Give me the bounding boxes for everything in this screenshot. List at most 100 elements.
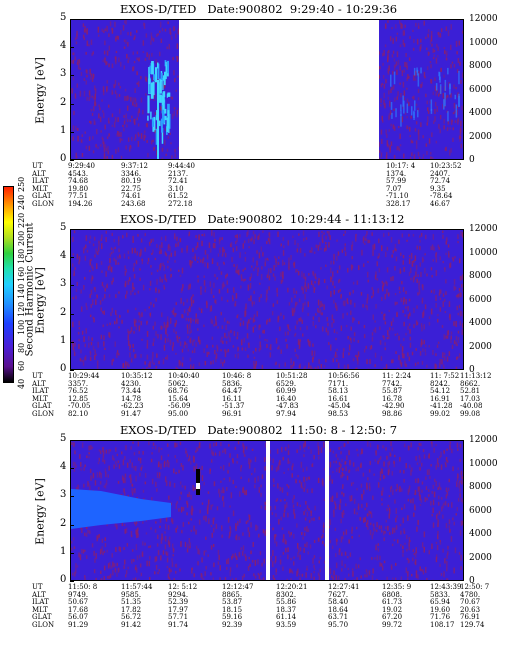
orbit-value: 12:12:47 xyxy=(222,583,254,591)
tick-mark xyxy=(70,229,74,230)
orbit-value: 4780. xyxy=(460,590,481,599)
row-label: GLAT xyxy=(32,613,52,622)
orbit-value: 56.07 xyxy=(68,613,89,622)
orbit-value: 91.42 xyxy=(121,621,142,629)
temperature-tick: 0 xyxy=(469,576,475,586)
data-gap xyxy=(179,20,379,159)
orbit-value: 17.68 xyxy=(68,605,89,614)
tick-mark xyxy=(70,581,74,582)
orbit-value: 3357. xyxy=(68,379,89,388)
orbit-value: 50.67 xyxy=(68,598,89,607)
row-label: MLT xyxy=(32,394,48,403)
temperature-tick: 12000 xyxy=(469,435,498,445)
orbit-value: 63.71 xyxy=(328,613,349,622)
colorbar xyxy=(3,186,14,383)
orbit-value: 5833. xyxy=(430,590,451,599)
orbit-value: 4543. xyxy=(68,169,89,178)
orbit-value: 10:23:52 xyxy=(430,162,462,170)
orbit-value: 61.52 xyxy=(168,192,189,201)
orbit-value: 95.00 xyxy=(168,410,189,418)
orbit-value: 12:20:21 xyxy=(276,583,308,591)
orbit-value: 7627. xyxy=(328,590,349,599)
orbit-value: 91.74 xyxy=(168,621,189,629)
energy-tick: 2 xyxy=(60,517,67,529)
row-label: ALT xyxy=(32,590,46,599)
temperature-tick: 6000 xyxy=(469,294,492,305)
orbit-value: 99.02 xyxy=(430,410,451,418)
orbit-value: 9749. xyxy=(68,590,89,599)
energy-tick: 5 xyxy=(60,433,67,444)
energy-axis-label: Energy [eV] xyxy=(33,56,47,124)
orbit-value: 108.17 xyxy=(430,621,455,629)
orbit-value: 10:51:28 xyxy=(276,372,308,380)
orbit-value: 72.74 xyxy=(430,177,451,186)
energy-tick: 4 xyxy=(60,250,67,262)
tick-mark xyxy=(70,103,74,105)
orbit-value: 98.86 xyxy=(382,410,403,418)
orbit-value: 64.47 xyxy=(222,387,243,396)
temperature-tick: 6000 xyxy=(469,505,492,516)
orbit-value: 67.20 xyxy=(382,613,403,622)
orbit-value: 7171. xyxy=(328,379,349,388)
orbit-value: 72.41 xyxy=(168,177,189,186)
row-label: UT xyxy=(32,372,43,380)
orbit-value: 70.67 xyxy=(460,598,481,607)
orbit-value: 57.71 xyxy=(168,613,189,622)
temperature-tick: 8000 xyxy=(469,271,492,281)
orbit-value: -51.37 xyxy=(222,402,245,411)
orbit-value: 82.10 xyxy=(68,410,89,418)
orbit-value: 8865. xyxy=(222,590,243,599)
tick-mark xyxy=(70,131,74,133)
energy-tick: 2 xyxy=(60,306,67,318)
tick-mark xyxy=(70,468,74,470)
orbit-value: 55.86 xyxy=(276,598,297,607)
orbit-value: 73.44 xyxy=(121,387,142,396)
temperature-tick: 10000 xyxy=(469,458,498,469)
tick-mark xyxy=(70,341,74,343)
orbit-value: 53.87 xyxy=(222,598,243,607)
orbit-value: 52.39 xyxy=(168,598,189,607)
orbit-value: 7742. xyxy=(382,379,403,388)
orbit-value: -45.04 xyxy=(328,402,351,411)
orbit-value: 18.37 xyxy=(276,605,297,614)
colorbar-tick: 240 xyxy=(17,194,26,210)
spectrogram-canvas xyxy=(71,441,463,580)
spectrogram-plot xyxy=(70,440,464,581)
orbit-value: 12:35: 9 xyxy=(382,583,412,591)
orbit-value: 74.68 xyxy=(68,177,89,186)
orbit-value: 60.99 xyxy=(276,387,297,396)
panel-title: EXOS-D/TED Date:900802 9:29:40 - 10:29:3… xyxy=(120,2,398,16)
temperature-tick: 12000 xyxy=(469,14,498,24)
orbit-value: 71.76 xyxy=(430,613,451,622)
orbit-value: 19.02 xyxy=(382,605,403,614)
orbit-value: 10:40:40 xyxy=(168,372,200,380)
row-label: ILAT xyxy=(32,387,49,396)
orbit-value: 17.97 xyxy=(168,605,189,614)
row-label: ILAT xyxy=(32,177,49,186)
orbit-value: 17.03 xyxy=(460,394,481,403)
energy-tick: 4 xyxy=(60,40,67,52)
orbit-value: 12:50: 7 xyxy=(460,583,490,591)
orbit-value: -78.64 xyxy=(430,192,453,201)
blue-band xyxy=(71,489,171,529)
row-label: GLON xyxy=(32,410,55,418)
energy-tick: 0 xyxy=(60,574,67,585)
temperature-tick: 4000 xyxy=(469,529,492,539)
orbit-value: 10:35:12 xyxy=(121,372,153,380)
orbit-value: 61.14 xyxy=(276,613,297,622)
orbit-value: 19.80 xyxy=(68,184,89,193)
orbit-value: 16.11 xyxy=(222,394,243,403)
orbit-value: 6529. xyxy=(276,379,297,388)
orbit-value: 12.85 xyxy=(68,394,89,403)
orbit-value: 328.17 xyxy=(386,200,411,208)
orbit-value: 14.78 xyxy=(121,394,142,403)
orbit-value: 11:57:44 xyxy=(121,583,153,591)
orbit-value: 99.08 xyxy=(460,410,481,418)
energy-tick: 0 xyxy=(60,363,67,374)
orbit-value: 10:29:44 xyxy=(68,372,100,380)
orbit-value: 99.72 xyxy=(382,621,403,629)
orbit-value: 76.91 xyxy=(460,613,481,622)
energy-tick: 5 xyxy=(60,222,67,233)
row-label: ALT xyxy=(32,379,46,388)
orbit-value: 4230. xyxy=(121,379,142,388)
